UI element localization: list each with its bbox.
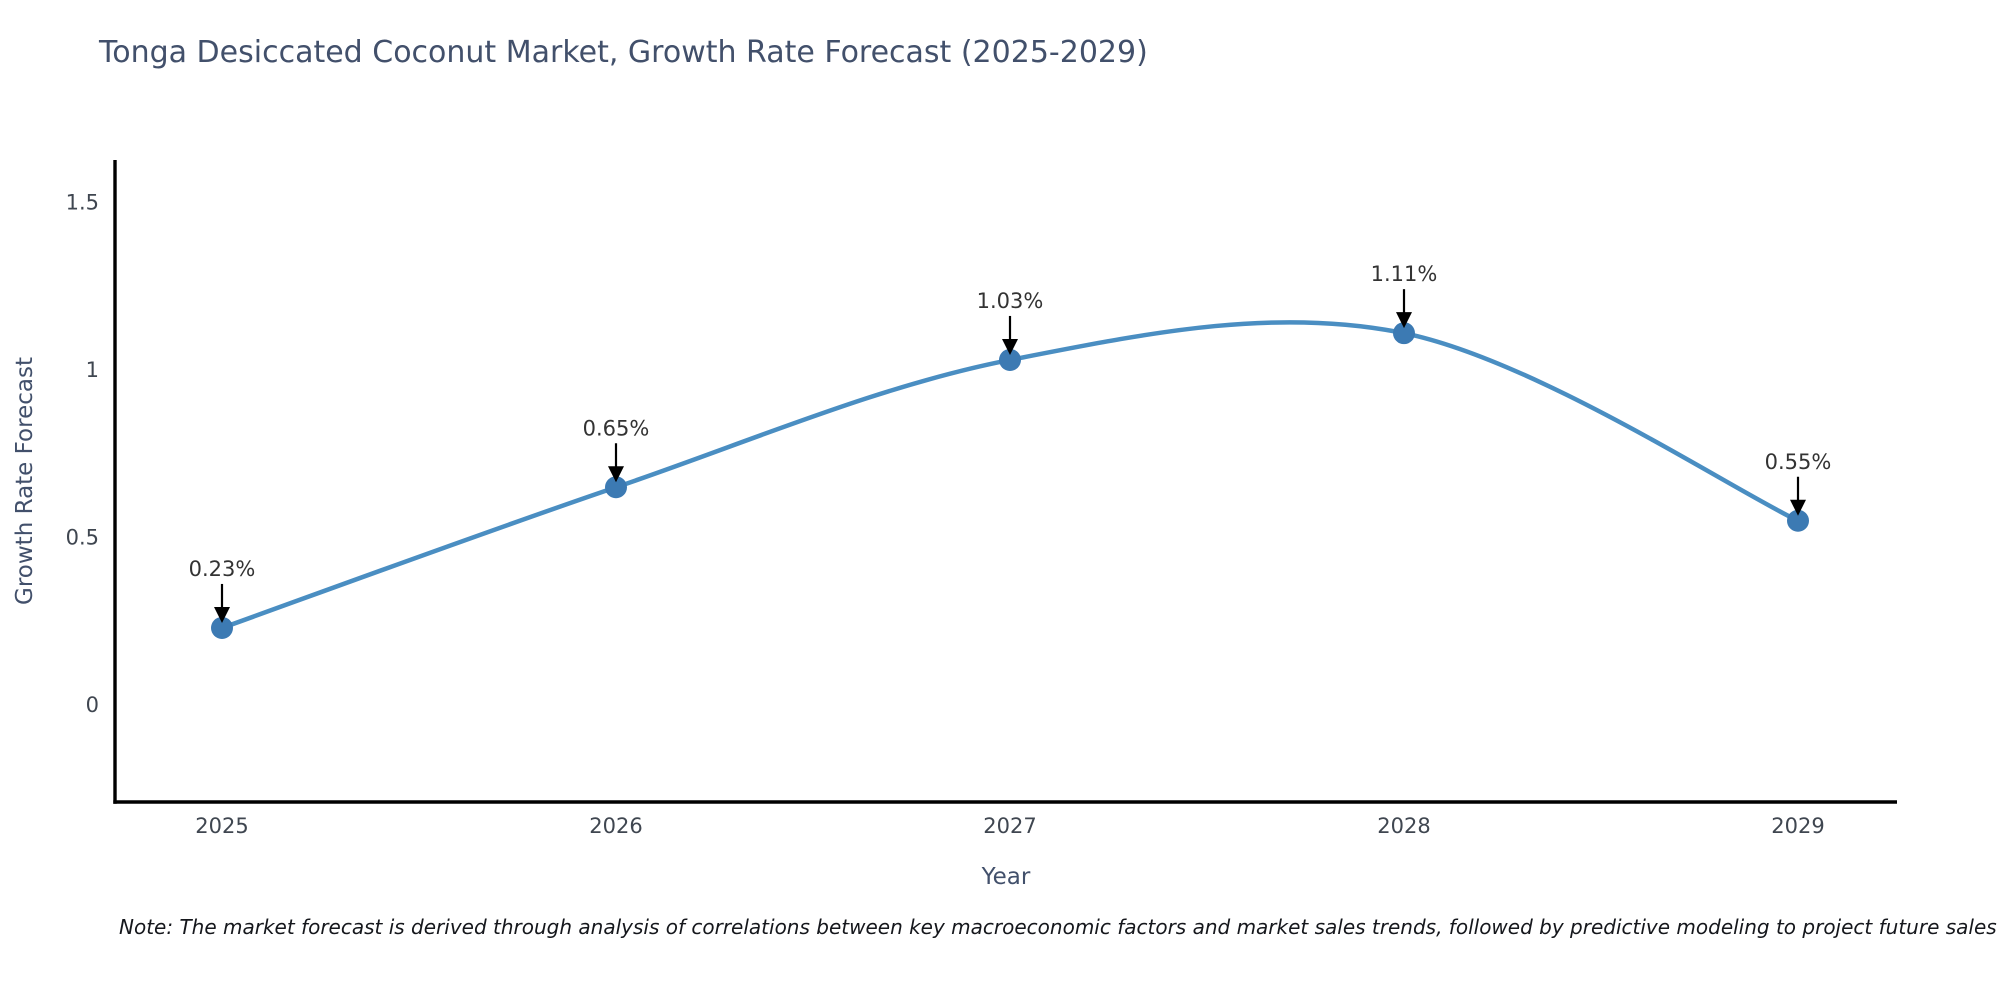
y-tick-label: 0.5 <box>66 526 99 550</box>
data-point-marker <box>1393 322 1415 345</box>
annotation-arrowhead <box>1790 499 1806 516</box>
annotation-arrowhead <box>608 466 624 483</box>
annotation-label: 1.11% <box>1371 262 1438 286</box>
footnote: Note: The market forecast is derived thr… <box>119 915 1997 939</box>
annotation-label: 0.23% <box>189 557 256 581</box>
annotation-label: 0.65% <box>583 416 650 440</box>
annotation-arrowhead <box>214 606 230 623</box>
y-tick-label: 1.5 <box>66 191 99 215</box>
data-point-marker <box>211 616 233 639</box>
annotation-label: 0.55% <box>1765 450 1832 474</box>
x-tick-label: 2028 <box>1377 814 1430 838</box>
y-tick-label: 1 <box>86 358 99 382</box>
x-axis-title: Year <box>981 864 1031 890</box>
annotation-arrowhead <box>1002 338 1018 355</box>
data-point-marker <box>605 476 627 499</box>
annotation-arrowhead <box>1396 312 1412 329</box>
y-tick-label: 0 <box>86 693 99 717</box>
x-tick-label: 2026 <box>589 814 642 838</box>
data-point-marker <box>999 348 1021 371</box>
y-axis-title: Growth Rate Forecast <box>12 357 38 605</box>
data-point-marker <box>1787 509 1809 532</box>
x-tick-label: 2025 <box>195 814 248 838</box>
annotation-label: 1.03% <box>977 289 1044 313</box>
x-tick-label: 2029 <box>1771 814 1824 838</box>
chart-title: Tonga Desiccated Coconut Market, Growth … <box>99 35 1148 70</box>
x-tick-label: 2027 <box>983 814 1036 838</box>
